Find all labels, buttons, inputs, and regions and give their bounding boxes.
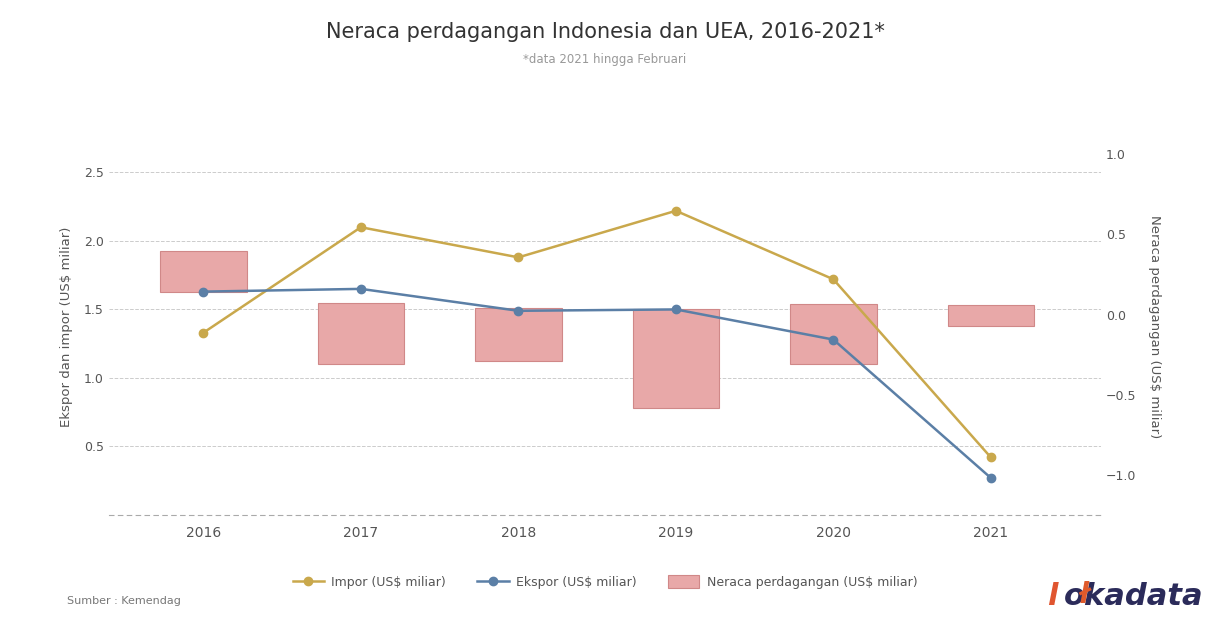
Bar xyxy=(947,305,1035,326)
Legend: Impor (US$ miliar), Ekspor (US$ miliar), Neraca perdagangan (US$ miliar): Impor (US$ miliar), Ekspor (US$ miliar),… xyxy=(288,570,922,594)
Y-axis label: Neraca perdagangan (US$ miliar): Neraca perdagangan (US$ miliar) xyxy=(1148,215,1162,438)
Text: Neraca perdagangan Indonesia dan UEA, 2016-2021*: Neraca perdagangan Indonesia dan UEA, 20… xyxy=(325,22,885,42)
Bar xyxy=(476,308,561,362)
Bar xyxy=(160,251,247,291)
Bar xyxy=(633,310,719,408)
Bar xyxy=(317,303,404,364)
Bar xyxy=(790,304,877,364)
Text: l: l xyxy=(1047,582,1058,611)
Y-axis label: Ekspor dan impor (US$ miliar): Ekspor dan impor (US$ miliar) xyxy=(60,226,73,427)
Text: Sumber : Kemendag: Sumber : Kemendag xyxy=(67,596,180,606)
Text: ł: ł xyxy=(1078,581,1088,609)
Text: *data 2021 hingga Februari: *data 2021 hingga Februari xyxy=(524,53,686,67)
Text: okadata: okadata xyxy=(1064,582,1204,611)
